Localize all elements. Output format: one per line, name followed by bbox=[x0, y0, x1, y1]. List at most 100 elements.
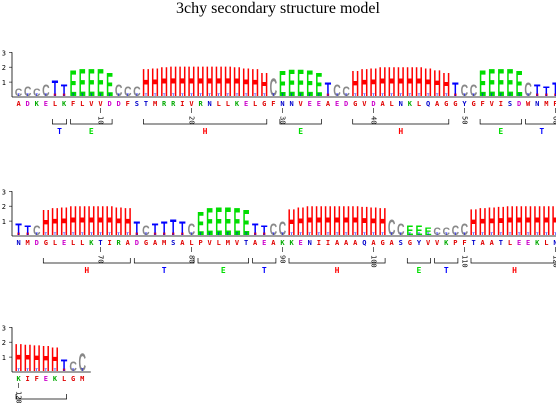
logo-minor-glyph: T bbox=[117, 231, 120, 236]
logo-column: HT bbox=[215, 58, 223, 106]
logo-minor-glyph: T bbox=[390, 92, 393, 97]
logo-column: HT bbox=[552, 199, 556, 244]
logo-column: HT bbox=[543, 199, 551, 244]
logo-minor-glyph: T bbox=[227, 231, 230, 236]
logo-column: HT bbox=[51, 201, 59, 245]
logo-column: ET bbox=[415, 223, 422, 239]
logo-minor-glyph: T bbox=[500, 92, 503, 97]
sequence-letter: V bbox=[189, 100, 194, 108]
logo-glyph: E bbox=[106, 68, 113, 104]
logo-column: CT bbox=[433, 226, 441, 238]
sequence-letter: L bbox=[62, 375, 66, 383]
ss-segment-bracket bbox=[352, 119, 450, 125]
logo-glyph: E bbox=[516, 63, 523, 104]
logo-glyph: E bbox=[233, 200, 240, 244]
logo-column: ET bbox=[279, 63, 286, 104]
logo-minor-glyph: T bbox=[509, 231, 512, 236]
logo-minor-glyph: T bbox=[181, 92, 184, 97]
logo-glyph: H bbox=[69, 199, 77, 244]
logo-minor-glyph: T bbox=[36, 231, 39, 236]
logo-column: HT bbox=[342, 198, 350, 245]
logo-glyph: T bbox=[61, 355, 68, 374]
logo-column: ET bbox=[425, 226, 432, 238]
logo-glyph: H bbox=[60, 201, 68, 245]
logo-glyph: E bbox=[315, 68, 322, 104]
logo-column: ET bbox=[315, 68, 322, 104]
logo-glyph: H bbox=[479, 201, 487, 245]
logo-minor-glyph: T bbox=[436, 92, 439, 97]
logo-minor-glyph: T bbox=[272, 92, 275, 97]
ss-segment-label: H bbox=[512, 266, 517, 275]
logo-column: HT bbox=[251, 61, 259, 105]
sequence-letter: T bbox=[144, 100, 148, 108]
ss-segment-label: T bbox=[57, 127, 62, 136]
logo-minor-glyph: T bbox=[199, 92, 202, 97]
logo-minor-glyph: H bbox=[63, 92, 66, 97]
logo-glyph: C bbox=[42, 80, 50, 99]
logo-glyph: T bbox=[52, 76, 59, 102]
sequence-letter: K bbox=[444, 239, 449, 247]
logo-glyph: H bbox=[179, 58, 187, 106]
logo-minor-glyph: T bbox=[208, 231, 211, 236]
sequence-letter: I bbox=[326, 239, 330, 247]
logo-glyph: E bbox=[288, 62, 295, 104]
logo-glyph: H bbox=[215, 58, 223, 106]
sequence-letter: Y bbox=[417, 239, 422, 247]
logo-column: CT bbox=[188, 219, 196, 238]
sequence-letter: A bbox=[180, 239, 185, 247]
sequence-letter: E bbox=[335, 100, 339, 108]
logo-column: HT bbox=[233, 60, 241, 105]
ss-segment-label: E bbox=[221, 266, 226, 275]
logo-glyph: H bbox=[488, 201, 496, 245]
logo-glyph: T bbox=[61, 80, 68, 99]
sequence-letter: A bbox=[371, 239, 376, 247]
logo-minor-glyph: T bbox=[45, 92, 48, 97]
logo-column: ET bbox=[215, 201, 222, 245]
logo-glyph: E bbox=[479, 62, 486, 104]
sequence-letter: S bbox=[399, 239, 403, 247]
ss-segment-bracket bbox=[70, 119, 113, 125]
logo-glyph: C bbox=[270, 219, 278, 238]
sequence-letter: G bbox=[453, 100, 457, 108]
logo-glyph: E bbox=[224, 201, 231, 245]
logo-column: CT bbox=[461, 219, 469, 238]
logo-column: HT bbox=[224, 58, 232, 106]
sequence-letter: A bbox=[481, 239, 486, 247]
logo-minor-glyph: T bbox=[309, 231, 312, 236]
ss-segment-bracket bbox=[197, 258, 249, 264]
logo-column: ET bbox=[88, 62, 95, 106]
logo-column: CT bbox=[24, 84, 32, 100]
logo-glyph: H bbox=[342, 198, 350, 245]
logo-minor-glyph: T bbox=[90, 92, 93, 97]
logo-glyph: E bbox=[79, 62, 86, 106]
logo-glyph: E bbox=[306, 62, 313, 104]
residue-number: 40 bbox=[369, 116, 377, 124]
logo-glyph: H bbox=[351, 63, 359, 104]
logo-column: HT bbox=[315, 198, 323, 245]
logo-column: HT bbox=[124, 200, 132, 244]
sequence-letter: R bbox=[171, 100, 176, 108]
sequence-letter: I bbox=[499, 100, 503, 108]
sequence-letter: E bbox=[262, 239, 266, 247]
logo-glyph: E bbox=[215, 201, 222, 245]
logo-minor-glyph: H bbox=[254, 231, 257, 236]
logo-glyph: E bbox=[243, 202, 250, 243]
logo-column: HT bbox=[415, 60, 423, 105]
logo-glyph: H bbox=[433, 62, 441, 104]
logo-glyph: H bbox=[351, 199, 359, 244]
y-tick-label: 2 bbox=[2, 339, 6, 347]
logo-glyph: H bbox=[379, 60, 387, 105]
logo-column: HT bbox=[260, 68, 268, 104]
sequence-letter: N bbox=[535, 100, 539, 108]
ss-segment-bracket bbox=[15, 394, 67, 400]
logo-glyph: C bbox=[69, 359, 77, 375]
sequence-letter: L bbox=[217, 100, 221, 108]
residue-number: 60 bbox=[551, 116, 556, 124]
sequence-letter: A bbox=[353, 239, 358, 247]
ss-segment-bracket bbox=[42, 258, 131, 264]
logo-column: HT bbox=[142, 61, 150, 105]
logo-minor-glyph: T bbox=[72, 92, 75, 97]
logo-column: HT bbox=[288, 201, 296, 243]
logo-glyph: C bbox=[33, 87, 41, 99]
